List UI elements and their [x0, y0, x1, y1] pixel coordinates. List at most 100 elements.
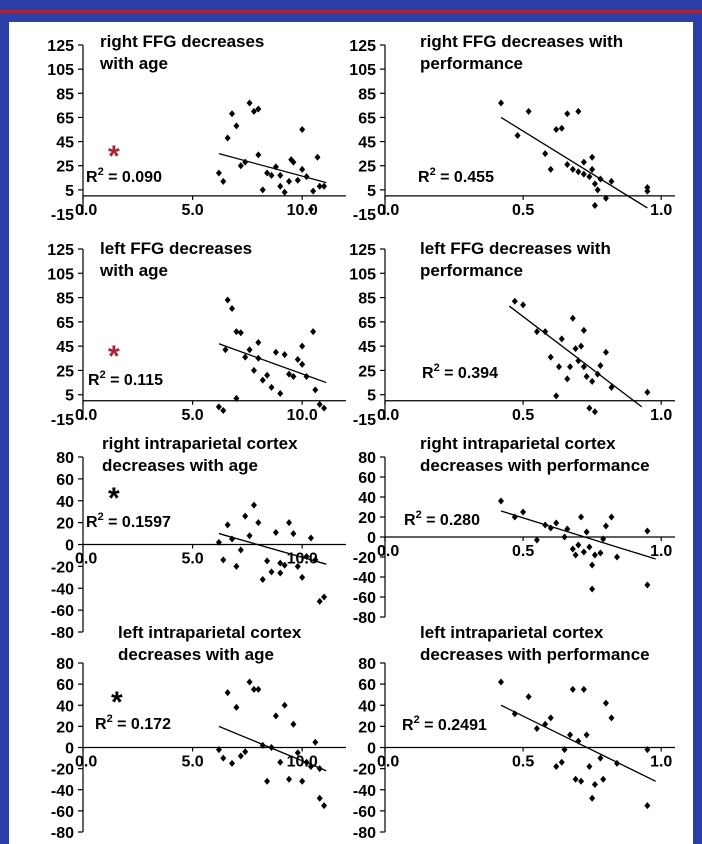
y-tick-label: 25 [358, 159, 376, 176]
x-tick-label: 10.0 [287, 407, 318, 424]
data-point [307, 534, 314, 542]
y-tick-label: -60 [353, 804, 376, 821]
y-tick-label: 105 [47, 266, 74, 283]
data-point [294, 176, 301, 184]
x-tick-label: 0.0 [377, 754, 399, 771]
y-tick-label: -20 [51, 559, 74, 576]
y-tick-label: -15 [51, 207, 74, 224]
y-tick-label: 40 [56, 698, 74, 715]
top-bar [0, 0, 702, 10]
data-point [294, 356, 301, 363]
data-point [561, 533, 568, 541]
data-point [547, 353, 554, 361]
data-point [255, 519, 262, 527]
data-point [580, 363, 587, 371]
r-squared-label: R2 = 0.090 [86, 166, 162, 186]
y-tick-label: -80 [353, 610, 376, 627]
data-point [264, 371, 271, 379]
y-tick-label: 40 [358, 698, 376, 715]
x-tick-label: 0.5 [512, 407, 534, 424]
x-tick-label: 0.0 [377, 202, 399, 219]
chart-title-line: left intraparietal cortex [420, 623, 604, 642]
data-point [312, 386, 319, 394]
data-point [520, 301, 527, 309]
y-tick-label: 0 [65, 538, 74, 555]
data-point [277, 569, 284, 577]
y-tick-label: -15 [353, 207, 376, 224]
data-point [602, 348, 609, 356]
data-point [237, 752, 244, 760]
data-point [255, 105, 262, 113]
data-point [553, 392, 560, 400]
data-point [294, 562, 301, 570]
y-tick-label: 20 [56, 516, 74, 533]
data-point [547, 714, 554, 722]
trend-line [218, 153, 327, 184]
data-point [215, 746, 222, 754]
data-point [589, 153, 596, 161]
data-point [321, 404, 328, 412]
data-point [277, 171, 284, 179]
data-point [553, 126, 560, 133]
r-squared-label: R2 = 0.280 [404, 509, 480, 529]
data-point [594, 186, 601, 194]
r-squared-label: R2 = 0.394 [422, 362, 498, 382]
significance-star: * [111, 686, 123, 719]
data-point [591, 408, 598, 416]
data-point [277, 390, 284, 397]
data-point [542, 328, 549, 336]
r-squared-label: R2 = 0.2491 [402, 714, 487, 734]
y-tick-label: 25 [56, 363, 74, 380]
chart-title-line: performance [420, 261, 523, 280]
data-point [564, 161, 571, 169]
data-point [264, 169, 271, 177]
data-point [229, 759, 236, 767]
data-point [229, 110, 236, 118]
data-point [556, 363, 562, 371]
data-point [644, 388, 651, 396]
data-point [286, 519, 293, 527]
data-point [572, 551, 579, 559]
data-point [533, 536, 540, 544]
data-point [272, 712, 279, 720]
y-tick-label: 25 [358, 363, 376, 380]
trend-line [500, 116, 648, 209]
y-tick-label: 25 [56, 159, 74, 176]
y-tick-label: -15 [353, 412, 376, 429]
data-point [580, 685, 587, 693]
r-squared-label: R2 = 0.455 [418, 166, 494, 186]
y-tick-label: 5 [65, 388, 74, 405]
y-tick-label: 0 [367, 530, 376, 547]
data-point [600, 535, 607, 543]
data-point [224, 134, 231, 142]
y-tick-label: 60 [358, 677, 376, 694]
data-point [578, 342, 585, 350]
data-point [255, 339, 262, 346]
chart-title-line: right intraparietal cortex [102, 434, 298, 453]
y-tick-label: -60 [353, 590, 376, 607]
chart-title-line: decreases with age [118, 645, 274, 664]
data-point [608, 177, 615, 185]
x-tick-label: 0.0 [75, 202, 97, 219]
data-point [259, 186, 266, 194]
y-tick-label: 80 [56, 450, 74, 467]
y-tick-label: 65 [56, 315, 74, 332]
data-point [286, 177, 293, 185]
y-tick-label: 0 [65, 741, 74, 758]
data-point [511, 297, 518, 305]
significance-star: * [108, 340, 120, 373]
data-point [237, 546, 244, 554]
data-point [572, 775, 579, 783]
data-point [290, 530, 297, 538]
data-point [264, 777, 271, 785]
x-tick-label: 0.5 [512, 202, 534, 219]
y-tick-label: 20 [358, 510, 376, 527]
data-point [246, 346, 253, 354]
y-tick-label: 40 [358, 490, 376, 507]
trend-line [218, 725, 327, 772]
y-tick-label: -60 [51, 603, 74, 620]
y-tick-label: 45 [56, 135, 74, 152]
data-point [564, 375, 571, 383]
y-tick-label: 5 [367, 388, 376, 405]
data-point [321, 593, 328, 601]
